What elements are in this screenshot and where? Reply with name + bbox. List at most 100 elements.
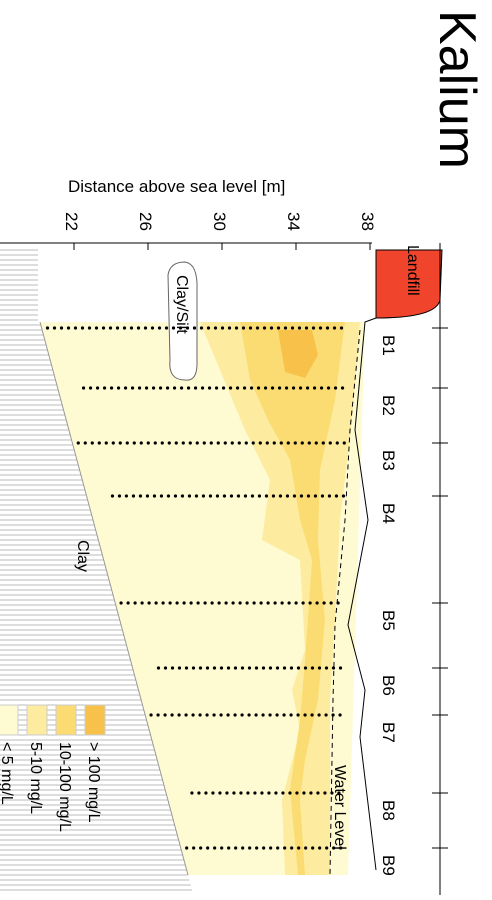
borehole-label: B4 <box>379 503 398 524</box>
sample-dot <box>257 386 260 389</box>
sample-dot <box>272 494 275 497</box>
sample-dot <box>189 601 192 604</box>
sample-dot <box>307 494 310 497</box>
sample-dot <box>339 666 342 669</box>
sample-dot <box>300 494 303 497</box>
sample-dot <box>147 441 150 444</box>
sample-dot <box>283 846 286 849</box>
sample-dot <box>262 666 265 669</box>
sample-dot <box>223 494 226 497</box>
borehole-label: B9 <box>379 855 398 876</box>
sample-dot <box>230 494 233 497</box>
sample-dot <box>299 386 302 389</box>
sample-dot <box>132 494 135 497</box>
sample-dot <box>301 441 304 444</box>
sample-dot <box>308 441 311 444</box>
sample-dot <box>342 494 345 497</box>
sample-dot <box>242 326 245 329</box>
sample-dot <box>232 791 235 794</box>
sample-dot <box>212 713 215 716</box>
sample-dot <box>154 601 157 604</box>
sample-dot <box>298 326 301 329</box>
sample-dot <box>130 326 133 329</box>
sample-dot <box>238 601 241 604</box>
sample-dot <box>266 601 269 604</box>
sample-dot <box>309 791 312 794</box>
sample-dot <box>131 386 134 389</box>
sample-dot <box>149 713 152 716</box>
sample-dot <box>147 601 150 604</box>
sample-dot <box>160 494 163 497</box>
sample-dot <box>240 713 243 716</box>
sample-dot <box>95 326 98 329</box>
sample-dot <box>343 441 346 444</box>
sample-dot <box>206 846 209 849</box>
sample-dot <box>185 846 188 849</box>
sample-dot <box>163 713 166 716</box>
sample-dot <box>161 601 164 604</box>
sample-dot <box>259 601 262 604</box>
sample-dot <box>151 326 154 329</box>
sample-dot <box>158 326 161 329</box>
sample-dot <box>243 386 246 389</box>
sample-dot <box>145 386 148 389</box>
sample-dot <box>231 441 234 444</box>
borehole-label: B3 <box>379 450 398 471</box>
sample-dot <box>103 386 106 389</box>
chart-title: Kalium <box>428 10 486 169</box>
sample-dot <box>248 666 251 669</box>
sample-dot <box>221 326 224 329</box>
sample-dot <box>244 494 247 497</box>
sample-dot <box>91 441 94 444</box>
sample-dot <box>327 386 330 389</box>
sample-dot <box>201 386 204 389</box>
sample-dot <box>289 713 292 716</box>
sample-dot <box>315 601 318 604</box>
borehole-label: B6 <box>379 675 398 696</box>
sample-dot <box>67 326 70 329</box>
sample-dot <box>203 601 206 604</box>
sample-dot <box>105 441 108 444</box>
sample-dot <box>322 601 325 604</box>
sample-dot <box>81 326 84 329</box>
legend-swatch <box>0 705 18 735</box>
sample-dot <box>126 601 129 604</box>
sample-dot <box>227 666 230 669</box>
sample-dot <box>333 326 336 329</box>
sample-dot <box>326 326 329 329</box>
sample-dot <box>325 846 328 849</box>
sample-dot <box>109 326 112 329</box>
sample-dot <box>144 326 147 329</box>
annotation: Clay <box>74 540 91 572</box>
sample-dot <box>165 326 168 329</box>
sample-dot <box>167 494 170 497</box>
sample-dot <box>306 386 309 389</box>
sample-dot <box>173 386 176 389</box>
sample-dot <box>318 666 321 669</box>
sample-dot <box>227 846 230 849</box>
sample-dot <box>60 326 63 329</box>
sample-dot <box>197 791 200 794</box>
sample-dot <box>233 713 236 716</box>
sample-dot <box>209 494 212 497</box>
sample-dot <box>265 494 268 497</box>
sample-dot <box>137 326 140 329</box>
legend-label: 10-100 mg/L <box>56 742 73 832</box>
sample-dot <box>236 386 239 389</box>
sample-dot <box>334 386 337 389</box>
sample-dot <box>274 791 277 794</box>
sample-dot <box>188 494 191 497</box>
sample-dot <box>263 326 266 329</box>
sample-dot <box>267 791 270 794</box>
sample-dot <box>215 386 218 389</box>
sample-dot <box>216 494 219 497</box>
sample-dot <box>195 494 198 497</box>
sample-dot <box>229 386 232 389</box>
sample-dot <box>308 601 311 604</box>
sample-dot <box>102 326 105 329</box>
sample-dot <box>284 326 287 329</box>
sample-dot <box>296 713 299 716</box>
sample-dot <box>133 601 136 604</box>
sample-dot <box>190 791 193 794</box>
sample-dot <box>234 666 237 669</box>
